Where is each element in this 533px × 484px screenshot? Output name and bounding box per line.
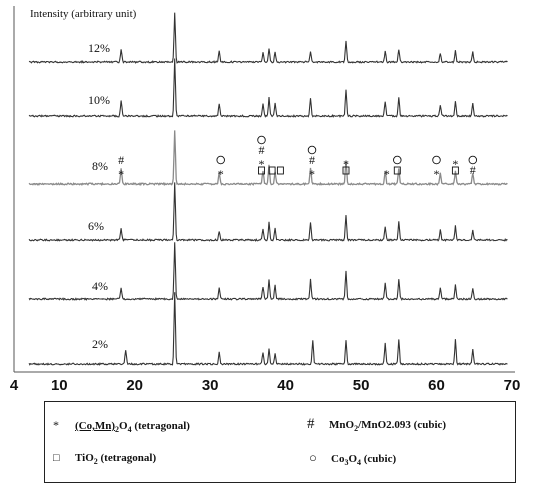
circle-marker	[216, 155, 225, 165]
series-line-8pct	[28, 130, 508, 187]
x-tick-label-30: 30	[202, 377, 219, 394]
hash-marker: #	[259, 143, 265, 157]
series-label-4pct: 4%	[92, 279, 108, 293]
hash-icon: #	[307, 416, 315, 432]
square-marker	[258, 166, 265, 175]
x-tick-label-10: 10	[51, 377, 68, 394]
circle-marker	[393, 155, 402, 165]
series-label-12pct: 12%	[88, 41, 110, 55]
hash-marker: #	[470, 163, 476, 177]
series-line-10pct	[28, 58, 508, 118]
series-line-2pct	[28, 292, 508, 366]
hash-marker: #	[118, 153, 124, 167]
legend-label-mno2: MnO2/MnO2.093 (cubic)	[329, 419, 447, 434]
series-label-6pct: 6%	[88, 219, 104, 233]
star-marker: *	[452, 157, 458, 171]
legend: * (Co,Mn)2O4 (tetragonal) # MnO2/MnO2.093 …	[44, 401, 516, 483]
square-marker	[393, 166, 401, 175]
square-icon: □	[53, 452, 60, 464]
x-tick-group: 4 10 20 30 40 50 60 70	[10, 377, 521, 394]
series-group: 12% 10% 8% 6% 4% 2%	[28, 12, 508, 366]
circle-marker	[432, 155, 441, 165]
star-marker: *	[118, 167, 124, 181]
star-marker: *	[434, 167, 440, 181]
legend-item-mno2: # MnO2/MnO2.093 (cubic)	[307, 416, 446, 433]
y-axis-label: Intensity (arbitrary unit)	[30, 8, 137, 20]
x-tick-label-60: 60	[428, 377, 445, 394]
x-tick-label-70: 70	[504, 377, 521, 394]
circle-marker	[257, 135, 266, 145]
xrd-chart: Intensity (arbitrary unit) 12% 10% 8% 6% 4% 2…	[10, 6, 521, 394]
x-tick-label-20: 20	[126, 377, 143, 394]
legend-label-tio2: TiO2 (tetragonal)	[75, 452, 157, 467]
hash-marker: #	[309, 153, 315, 167]
star-marker: *	[218, 167, 224, 181]
series-line-12pct	[28, 12, 508, 64]
square-marker	[451, 166, 459, 175]
series-label-8pct: 8%	[92, 159, 108, 173]
circle-marker	[468, 155, 478, 165]
series-line-6pct	[28, 182, 508, 242]
phase-marker-group: #* *#* #*** ** #	[118, 135, 478, 181]
circle-icon: ○	[309, 450, 317, 465]
square-marker	[268, 166, 276, 175]
series-label-10pct: 10%	[88, 93, 110, 107]
legend-label-cmo: (Co,Mn)2O4 (tetragonal)	[75, 420, 190, 435]
square-marker	[342, 166, 350, 175]
star-marker: *	[384, 167, 390, 181]
star-marker: *	[343, 157, 349, 171]
x-tick-label-4: 4	[10, 377, 19, 394]
x-tick-label-50: 50	[353, 377, 370, 394]
star-icon: *	[53, 418, 59, 432]
circle-marker	[307, 145, 317, 155]
x-tick-label-40: 40	[277, 377, 294, 394]
star-marker: *	[259, 157, 265, 171]
series-line-4pct	[28, 242, 508, 301]
square-marker	[276, 166, 284, 175]
legend-item-cmo: * (Co,Mn)2O4 (tetragonal)	[53, 418, 190, 434]
legend-label-co3o4: Co3O4 (cubic)	[331, 453, 397, 468]
legend-item-tio2: □ TiO2 (tetragonal)	[53, 452, 156, 466]
series-label-2pct: 2%	[92, 337, 108, 351]
legend-item-co3o4: ○ Co3O4 (cubic)	[309, 450, 396, 467]
star-marker: *	[309, 167, 315, 181]
